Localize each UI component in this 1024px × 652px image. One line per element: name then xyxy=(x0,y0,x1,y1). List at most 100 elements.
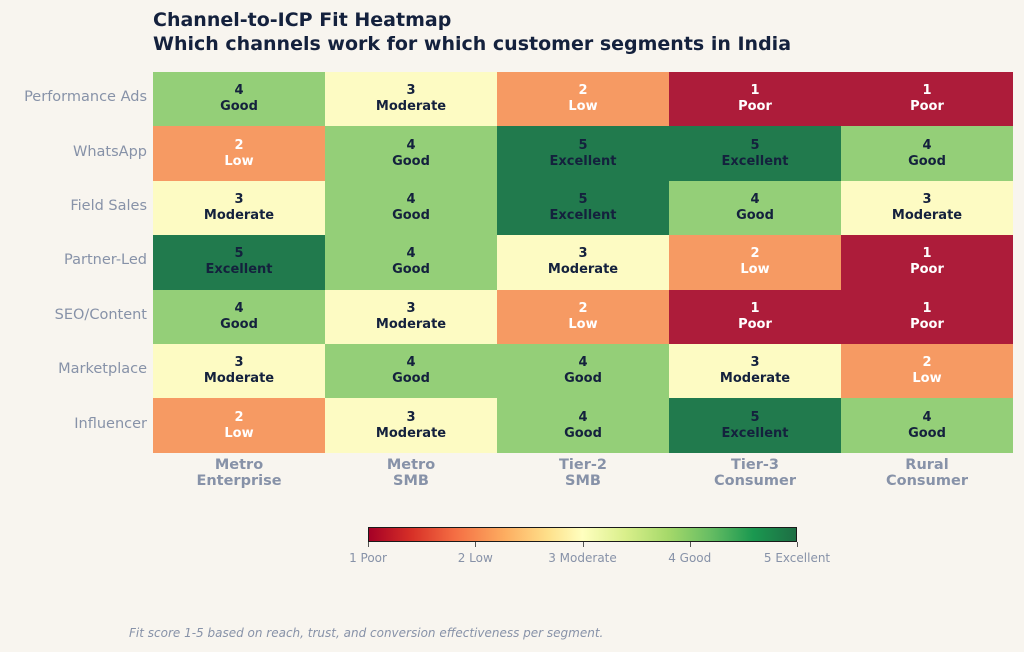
cell-label: Good xyxy=(564,371,602,387)
row-label: Field Sales xyxy=(70,198,147,214)
row-label: Partner-Led xyxy=(64,252,147,269)
heatmap-cell: 1 Poor xyxy=(669,289,841,344)
heatmap-cell: 4 Good xyxy=(325,344,497,399)
cell-score: 3 xyxy=(750,355,760,371)
cell-label: Low xyxy=(912,371,942,387)
heatmap-cell: 2 Low xyxy=(497,289,669,344)
heatmap-cell: 2 Low xyxy=(669,235,841,290)
heatmap-cell: 1 Poor xyxy=(841,72,1013,127)
heatmap-cell: 5 Excellent xyxy=(497,180,669,236)
row-label: Influencer xyxy=(74,415,147,432)
cell-score: 3 xyxy=(922,191,932,207)
heatmap-cell: 4 Good xyxy=(497,398,669,453)
cell-label: Poor xyxy=(738,99,772,115)
column-label: Rural Consumer xyxy=(886,457,968,489)
cell-label: Moderate xyxy=(203,371,275,387)
cell-score: 4 xyxy=(406,137,416,153)
cell-score: 5 xyxy=(750,409,760,425)
colorbar-tick xyxy=(689,542,691,547)
heatmap-cell: 3 Moderate xyxy=(325,289,497,344)
cell-label: Low xyxy=(740,262,770,278)
cell-score: 3 xyxy=(406,300,416,316)
cell-label: Good xyxy=(392,371,430,387)
footnote: Fit score 1-5 based on reach, trust, and… xyxy=(129,626,604,640)
cell-score: 1 xyxy=(922,246,932,262)
cell-label: Moderate xyxy=(375,425,447,441)
colorbar-tick-label: 4 Good xyxy=(668,551,712,565)
cell-label: Excellent xyxy=(721,425,789,441)
cell-score: 1 xyxy=(750,300,760,316)
heatmap-cell: 2 Low xyxy=(153,398,325,453)
cell-label: Moderate xyxy=(375,316,447,332)
cell-score: 5 xyxy=(750,137,760,153)
cell-score: 5 xyxy=(578,137,588,153)
cell-label: Good xyxy=(392,207,430,223)
cell-score: 1 xyxy=(922,300,932,316)
cell-label: Good xyxy=(392,262,430,278)
cell-label: Moderate xyxy=(375,99,447,115)
cell-score: 2 xyxy=(578,83,588,99)
chart-title: Channel-to-ICP Fit Heatmap Which channel… xyxy=(153,8,791,56)
heatmap-cell: 3 Moderate xyxy=(153,344,325,399)
cell-score: 4 xyxy=(234,83,244,99)
cell-score: 2 xyxy=(578,300,588,316)
heatmap-cell: 4 Good xyxy=(841,126,1013,181)
heatmap-cell: 4 Good xyxy=(497,344,669,399)
cell-label: Excellent xyxy=(549,207,617,223)
chart-subtitle: Which channels work for which customer s… xyxy=(153,33,792,55)
cell-score: 2 xyxy=(234,409,244,425)
column-label: Tier-2 SMB xyxy=(559,457,607,489)
row-label: Performance Ads xyxy=(24,89,147,106)
cell-score: 3 xyxy=(234,191,244,207)
heatmap-cell: 1 Poor xyxy=(841,289,1013,344)
heatmap-cell: 5 Excellent xyxy=(669,398,841,453)
cell-label: Excellent xyxy=(721,153,789,169)
cell-score: 4 xyxy=(406,246,416,262)
heatmap-cell: 3 Moderate xyxy=(325,398,497,453)
heatmap-cell: 5 Excellent xyxy=(497,126,669,181)
heatmap-cell: 3 Moderate xyxy=(325,72,497,127)
heatmap-cell: 4 Good xyxy=(153,72,325,127)
cell-score: 3 xyxy=(406,83,416,99)
column-label: Tier-3 Consumer xyxy=(714,457,796,489)
cell-score: 5 xyxy=(234,246,244,262)
cell-label: Poor xyxy=(910,262,944,278)
cell-label: Low xyxy=(224,153,254,169)
heatmap-cell: 4 Good xyxy=(841,398,1013,453)
heatmap-cell: 2 Low xyxy=(841,344,1013,399)
cell-label: Excellent xyxy=(205,262,273,278)
cell-label: Good xyxy=(564,425,602,441)
colorbar-tick-label: 5 Excellent xyxy=(763,551,831,565)
cell-score: 2 xyxy=(750,246,760,262)
cell-label: Poor xyxy=(738,316,772,332)
heatmap-cell: 4 Good xyxy=(669,180,841,236)
heatmap-cell: 5 Excellent xyxy=(153,235,325,290)
cell-score: 4 xyxy=(922,137,932,153)
cell-label: Low xyxy=(568,316,598,332)
cell-label: Poor xyxy=(910,99,944,115)
cell-score: 4 xyxy=(406,191,416,207)
cell-score: 4 xyxy=(406,355,416,371)
cell-label: Excellent xyxy=(549,153,617,169)
row-label: SEO/Content xyxy=(54,306,147,323)
cell-label: Moderate xyxy=(719,371,791,387)
colorbar-tick-label: 2 Low xyxy=(457,551,493,565)
cell-score: 1 xyxy=(750,83,760,99)
row-label: Marketplace xyxy=(58,361,147,378)
column-label: Metro Enterprise xyxy=(196,457,282,489)
colorbar-tick-label: 3 Moderate xyxy=(548,551,617,565)
cell-label: Good xyxy=(220,99,258,115)
heatmap-cell: 3 Moderate xyxy=(669,344,841,399)
cell-label: Good xyxy=(908,153,946,169)
chart-title-main: Channel-to-ICP Fit Heatmap xyxy=(153,9,452,31)
cell-label: Low xyxy=(224,425,254,441)
cell-score: 3 xyxy=(234,355,244,371)
cell-score: 2 xyxy=(922,355,932,371)
cell-score: 4 xyxy=(922,409,932,425)
heatmap-cell: 4 Good xyxy=(325,126,497,181)
colorbar-tick xyxy=(475,542,477,547)
heatmap-cell: 4 Good xyxy=(325,235,497,290)
cell-score: 4 xyxy=(578,409,588,425)
cell-label: Good xyxy=(392,153,430,169)
heatmap-cell: 1 Poor xyxy=(841,235,1013,290)
